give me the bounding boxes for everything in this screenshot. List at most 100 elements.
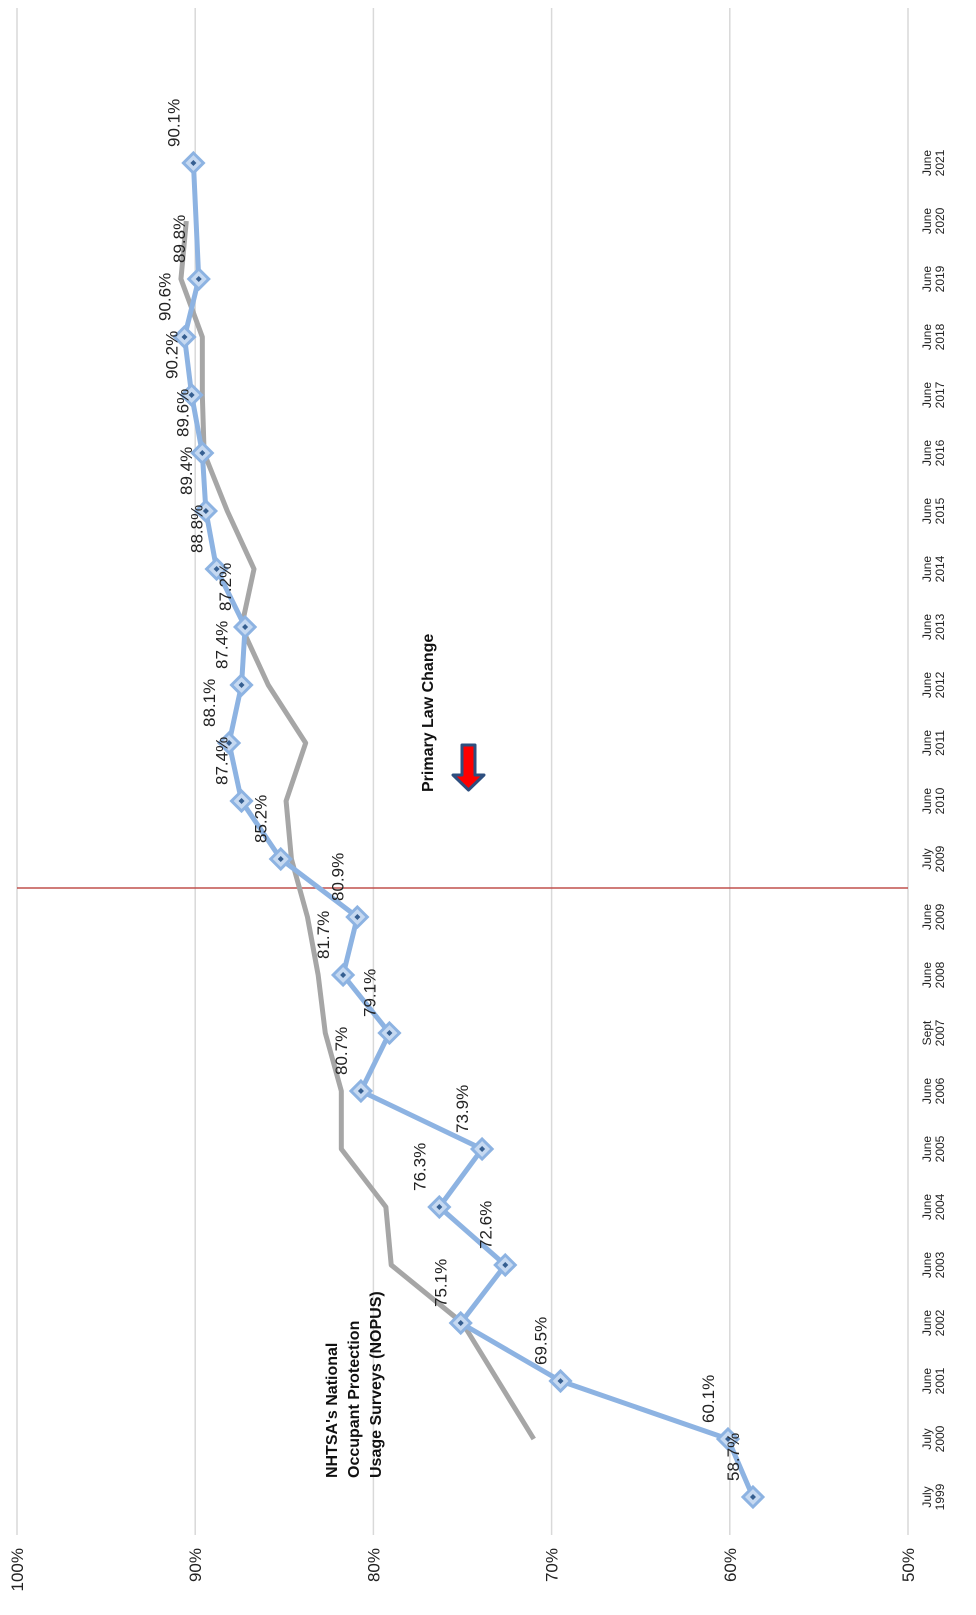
category-label: June 2004 [920, 1193, 947, 1220]
data-labels: 58.7% 60.1% 69.5% 75.1% 72.6% 76.3% 73.9% 80.7%… [156, 99, 743, 1481]
data-label: 73.9% [453, 1085, 472, 1133]
category-label: June 2012 [920, 671, 947, 698]
category-label: June 2003 [920, 1251, 947, 1278]
category-label: Sept 2007 [920, 1019, 947, 1046]
category-label-line: 1999 [933, 1483, 947, 1510]
category-label-line: 2020 [933, 207, 947, 234]
category-label-line: June [920, 324, 934, 350]
data-label: 87.4% [213, 621, 232, 669]
data-label: 89.6% [173, 389, 192, 437]
category-label: June 2020 [920, 207, 947, 234]
data-label: 75.1% [432, 1259, 451, 1307]
data-label: 87.2% [216, 563, 235, 611]
y-tick-label: 50% [899, 1548, 918, 1582]
data-label: 72.6% [476, 1201, 495, 1249]
category-label-line: June [920, 904, 934, 930]
category-label-line: 2002 [933, 1309, 947, 1336]
category-label: July 2009 [920, 845, 947, 872]
category-label-line: 2018 [933, 323, 947, 350]
data-point-center [340, 972, 347, 978]
category-label-line: 2005 [933, 1135, 947, 1162]
data-point-center [436, 1204, 443, 1210]
data-label: 88.8% [188, 505, 207, 553]
category-label: June 2010 [920, 787, 947, 814]
category-label-line: 2009 [933, 903, 947, 930]
y-axis-ticks: 50% 60% 70% 80% 90% 100% [8, 1548, 918, 1591]
category-label-line: 2007 [933, 1019, 947, 1046]
category-label-line: June [920, 556, 934, 582]
data-label: 88.1% [200, 679, 219, 727]
data-point-center [357, 1088, 364, 1094]
category-label-line: June [920, 788, 934, 814]
category-label: June 2018 [920, 323, 947, 350]
category-label-line: 2000 [933, 1425, 947, 1452]
category-label-line: June [920, 266, 934, 292]
data-label: 58.7% [724, 1433, 743, 1481]
category-label-line: 2016 [933, 439, 947, 466]
category-label-line: June [920, 672, 934, 698]
category-label-line: June [920, 498, 934, 524]
category-label-line: June [920, 382, 934, 408]
category-label: June 2006 [920, 1077, 947, 1104]
data-point-center [277, 856, 284, 862]
data-point-center [725, 1436, 732, 1442]
category-label-line: 2004 [933, 1193, 947, 1220]
data-point-center [188, 392, 195, 398]
category-label: July 2000 [920, 1425, 947, 1452]
nopus-line [178, 220, 536, 1441]
y-tick-label: 100% [8, 1548, 27, 1591]
category-label: June 2009 [920, 903, 947, 930]
data-point-center [213, 566, 220, 572]
data-point-center [238, 798, 245, 804]
data-label: 90.2% [163, 331, 182, 379]
data-label: 90.1% [164, 99, 183, 147]
category-label: June 2016 [920, 439, 947, 466]
category-label-line: June [920, 1252, 934, 1278]
category-label-line: 2021 [933, 149, 947, 176]
data-point-center [199, 450, 206, 456]
category-label: June 2015 [920, 497, 947, 524]
category-label-line: 2011 [933, 730, 947, 756]
data-label: 81.7% [314, 911, 333, 959]
data-label: 85.2% [252, 795, 271, 843]
category-label: June 2008 [920, 961, 947, 988]
data-point-center [181, 334, 188, 340]
data-point-center [502, 1262, 509, 1268]
data-point-center [202, 508, 209, 514]
category-label-line: July [920, 1486, 934, 1507]
category-label-line: June [920, 208, 934, 234]
y-tick-label: 70% [543, 1548, 562, 1582]
category-label-line: June [920, 1194, 934, 1220]
category-label: June 2005 [920, 1135, 947, 1162]
state-survey-series [172, 150, 766, 1510]
data-point-center [354, 914, 361, 920]
category-label: June 2001 [920, 1367, 947, 1394]
nopus-label-line: NHTSA's National [324, 1343, 341, 1478]
nopus-label-line: Occupant Protection [346, 1321, 363, 1478]
category-label-line: 2009 [933, 845, 947, 872]
category-label-line: 2013 [933, 613, 947, 640]
category-label-line: 2012 [933, 671, 947, 698]
category-label: July 1999 [920, 1483, 947, 1510]
category-label-line: June [920, 730, 934, 756]
category-label-line: June [920, 614, 934, 640]
category-label: June 2019 [920, 265, 947, 292]
data-point-center [457, 1320, 464, 1326]
nopus-series [178, 220, 536, 1441]
category-label-line: June [920, 1310, 934, 1336]
category-label-line: June [920, 1078, 934, 1104]
data-label: 80.7% [332, 1027, 351, 1075]
y-tick-label: 60% [721, 1548, 740, 1582]
category-label-line: June [920, 962, 934, 988]
category-label-line: June [920, 1368, 934, 1394]
data-label: 89.8% [170, 215, 189, 263]
category-label: June 2013 [920, 613, 947, 640]
annotations: Primary Law Change NHTSA's National Occup… [324, 634, 437, 1478]
category-label-line: June [920, 150, 934, 176]
y-tick-label: 80% [364, 1548, 383, 1582]
category-label-line: July [920, 1428, 934, 1449]
data-label: 69.5% [532, 1317, 551, 1365]
nopus-label-line: Usage Surveys (NOPUS) [368, 1291, 385, 1478]
category-label-line: 2008 [933, 961, 947, 988]
